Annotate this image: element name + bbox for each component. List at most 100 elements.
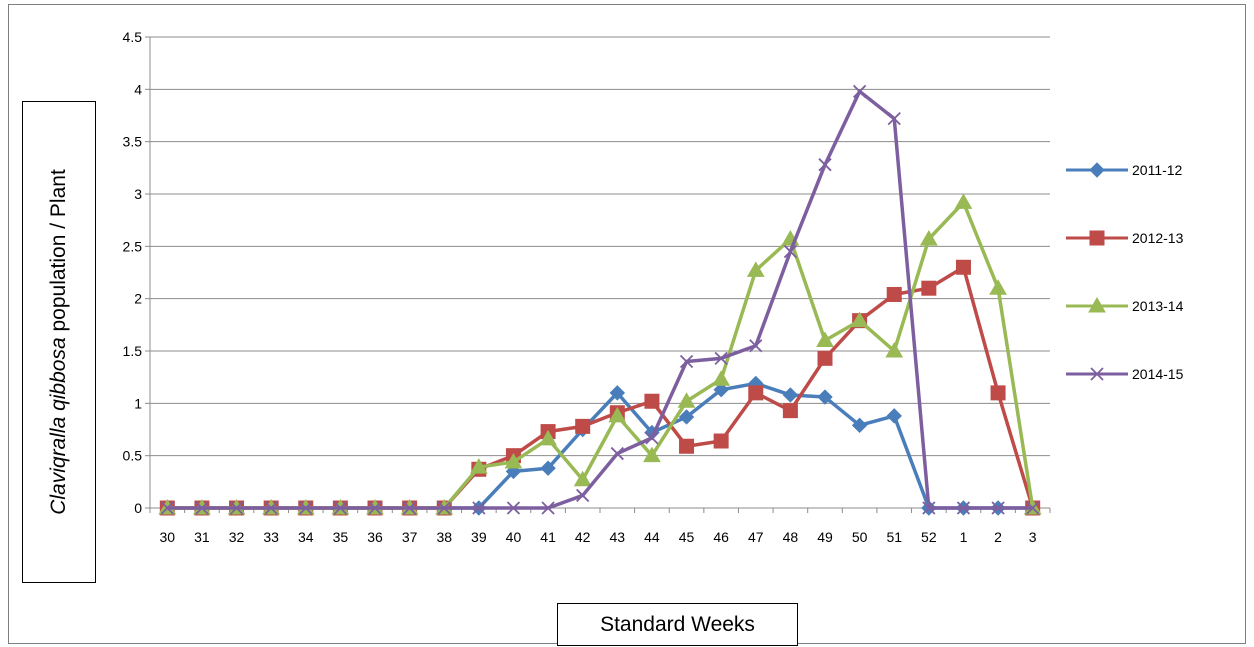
- y-tick-label: 0: [134, 500, 142, 516]
- data-point: [887, 112, 901, 126]
- x-tick-label: 46: [713, 529, 729, 545]
- x-tick-label: 49: [817, 529, 833, 545]
- data-point: [783, 244, 798, 259]
- y-axis-label-rest: population / Plant: [47, 169, 70, 332]
- y-tick-label: 2: [134, 291, 142, 307]
- data-point: [504, 452, 523, 469]
- data-point: [679, 354, 694, 369]
- y-tick-label: 2.5: [123, 238, 143, 254]
- x-tick-label: 44: [644, 529, 660, 545]
- legend-marker: [1089, 230, 1105, 246]
- data-point: [954, 193, 973, 209]
- x-tick-label: 3: [1029, 529, 1037, 545]
- data-point: [713, 382, 729, 398]
- data-point: [746, 261, 765, 277]
- data-point: [539, 429, 557, 446]
- axes: [145, 36, 1051, 513]
- x-tick-label: 45: [679, 529, 695, 545]
- data-point: [472, 501, 486, 515]
- data-point: [679, 438, 695, 454]
- legend-entry: 2011-12: [1066, 162, 1183, 178]
- series-group: [158, 84, 1042, 516]
- data-point: [299, 501, 313, 515]
- x-tick-label: 31: [194, 529, 210, 545]
- y-tick-label: 3.5: [123, 134, 143, 150]
- data-point: [368, 501, 382, 515]
- data-point: [989, 279, 1007, 295]
- data-point: [437, 501, 451, 515]
- x-tick-label: 52: [921, 529, 937, 545]
- data-point: [714, 351, 728, 365]
- data-point: [922, 501, 936, 515]
- x-tick-label: 39: [471, 529, 487, 545]
- data-point: [540, 460, 556, 476]
- data-point: [195, 501, 209, 515]
- legend-label: 2012-13: [1132, 230, 1184, 246]
- x-tick-label: 30: [160, 529, 176, 545]
- data-point: [713, 433, 729, 449]
- data-point: [885, 341, 904, 358]
- y-tick-label: 4.5: [123, 29, 143, 45]
- data-point: [782, 403, 798, 419]
- y-tick-label: 3: [134, 186, 142, 202]
- data-point: [956, 501, 971, 515]
- data-point: [712, 370, 731, 386]
- x-tick-label: 43: [610, 529, 626, 545]
- data-point: [818, 158, 832, 172]
- data-point: [990, 385, 1006, 401]
- legend-label: 2014-15: [1132, 366, 1184, 382]
- data-point: [469, 458, 488, 474]
- legend-entry: 2012-13: [1066, 230, 1184, 246]
- x-tick-label: 32: [229, 529, 245, 545]
- data-point: [541, 501, 555, 515]
- data-point: [264, 501, 278, 515]
- data-point: [678, 409, 695, 425]
- data-point: [609, 385, 626, 401]
- data-point: [645, 431, 659, 445]
- x-tick-labels: 30 31 32 33 34 35 36 37 38 39 40 41 42 43 44 45 46 47 48 49…: [160, 529, 1037, 545]
- x-tick-label: 1: [960, 529, 968, 545]
- series-2013-14: [158, 193, 1042, 515]
- data-point: [160, 501, 174, 515]
- data-point: [1026, 501, 1040, 515]
- data-point: [955, 259, 971, 275]
- data-point: [506, 501, 521, 515]
- legend-label: 2011-12: [1132, 162, 1183, 178]
- data-point: [748, 385, 764, 401]
- x-tick-label: 33: [263, 529, 279, 545]
- y-axis-label-species: Claviqralla qibbosa: [47, 337, 70, 515]
- data-point: [610, 446, 624, 461]
- data-point: [817, 350, 833, 366]
- series-line: [167, 200, 1035, 510]
- data-point: [991, 501, 1005, 515]
- data-point: [919, 229, 938, 246]
- data-point: [850, 311, 869, 328]
- x-tick-label: 2: [994, 529, 1002, 545]
- data-point: [886, 408, 902, 424]
- y-tick-label: 4: [134, 81, 142, 97]
- x-tick-label: 50: [852, 529, 868, 545]
- x-tick-label: 35: [333, 529, 349, 545]
- y-axis-label: Claviqralla qibbosa population / Plant: [47, 169, 71, 515]
- gridlines: [150, 36, 1050, 457]
- legend-label: 2013-14: [1132, 298, 1184, 314]
- data-point: [573, 470, 592, 487]
- legend-entry: 2014-15: [1066, 366, 1184, 382]
- legend: 2011-12 2012-13 2013-14 2014-15: [1066, 162, 1184, 382]
- data-point: [677, 392, 696, 408]
- data-point: [749, 339, 763, 353]
- series-2014-15: [160, 84, 1040, 515]
- legend-entry: 2013-14: [1066, 296, 1184, 314]
- y-axis-label-box: Claviqralla qibbosa population / Plant: [22, 101, 96, 583]
- x-tick-label: 37: [402, 529, 418, 545]
- x-tick-label: 40: [506, 529, 522, 545]
- x-axis-label-box: Standard Weeks: [557, 603, 798, 646]
- data-point: [643, 446, 661, 463]
- legend-marker: [1089, 162, 1105, 178]
- x-tick-label: 36: [367, 529, 383, 545]
- x-axis-label: Standard Weeks: [600, 612, 755, 636]
- x-tick-label: 38: [436, 529, 452, 545]
- legend-marker: [1088, 296, 1106, 313]
- data-point: [608, 406, 627, 423]
